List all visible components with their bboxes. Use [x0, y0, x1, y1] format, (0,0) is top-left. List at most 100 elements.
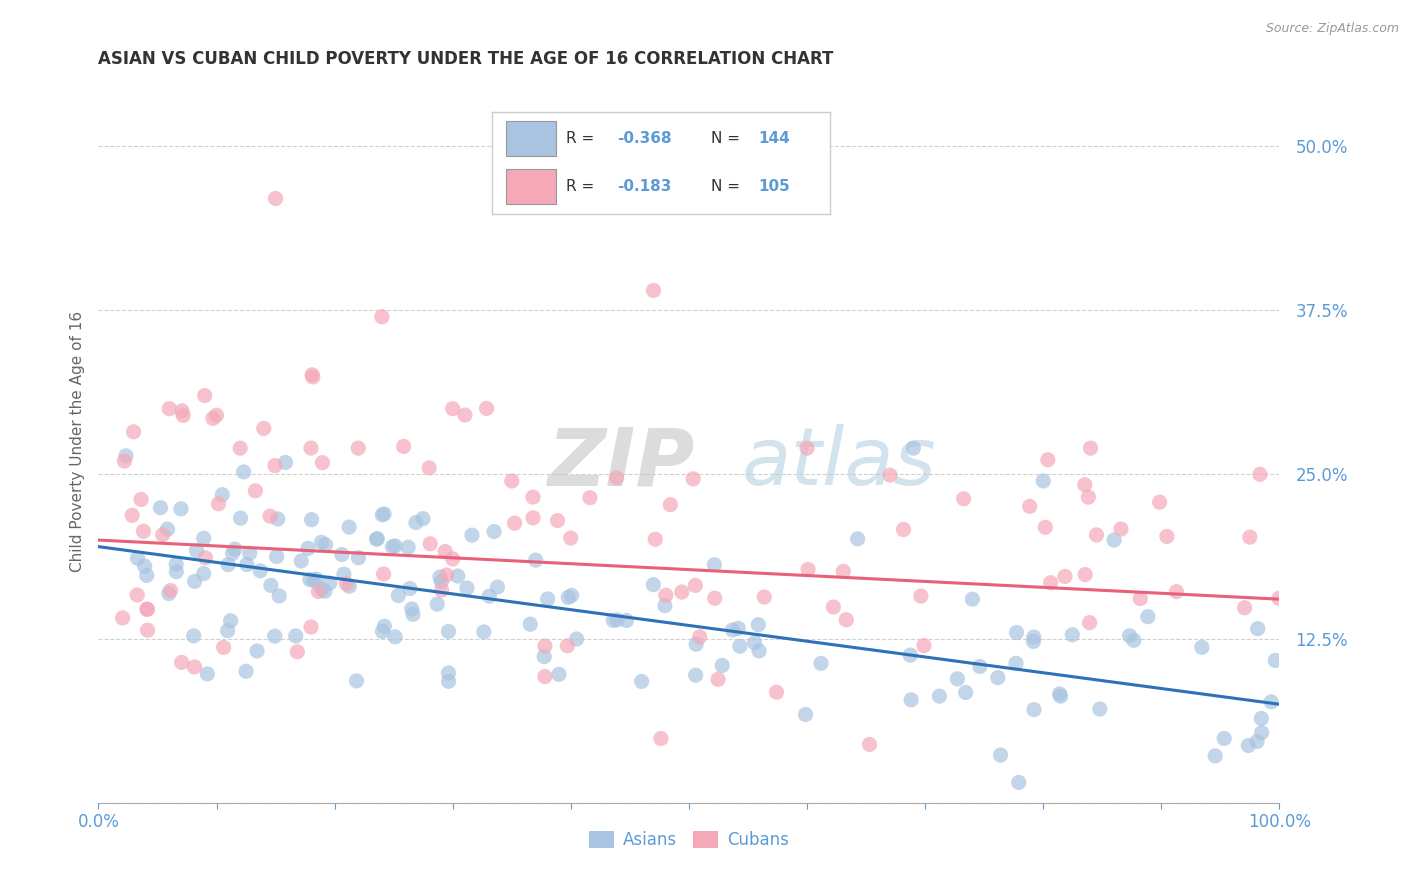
Point: [1062, 628, 1084, 642]
Point: [441, 552, 464, 566]
Point: [990, 747, 1012, 762]
Point: [127, 588, 149, 602]
Point: [1239, 530, 1261, 544]
Point: [1118, 629, 1140, 643]
Point: [754, 590, 776, 604]
Point: [900, 693, 922, 707]
Point: [1033, 520, 1056, 534]
Point: [330, 548, 353, 562]
Point: [159, 583, 181, 598]
Point: [501, 474, 523, 488]
Point: [371, 624, 394, 639]
Point: [810, 657, 832, 671]
Point: [879, 468, 901, 483]
Point: [456, 581, 478, 595]
Point: [245, 483, 267, 498]
Point: [392, 439, 415, 453]
Point: [643, 284, 665, 298]
Point: [685, 668, 707, 682]
Point: [274, 455, 297, 469]
Point: [682, 472, 704, 486]
Point: [557, 591, 579, 605]
Point: [703, 591, 725, 606]
Point: [156, 522, 179, 536]
Point: [478, 589, 501, 603]
Text: N =: N =: [711, 130, 745, 145]
Point: [534, 639, 557, 653]
Point: [307, 584, 329, 599]
Point: [1149, 495, 1171, 509]
Point: [236, 558, 259, 572]
Point: [111, 611, 134, 625]
Point: [898, 648, 921, 662]
Point: [384, 630, 406, 644]
Point: [152, 528, 174, 542]
Point: [311, 456, 333, 470]
Point: [346, 673, 368, 688]
Text: N =: N =: [711, 179, 745, 194]
Point: [548, 667, 571, 681]
Point: [401, 602, 423, 616]
Point: [366, 532, 388, 546]
Point: [952, 491, 974, 506]
Text: 105: 105: [759, 179, 790, 194]
Point: [557, 639, 579, 653]
Point: [534, 669, 557, 683]
Point: [405, 516, 427, 530]
Point: [721, 623, 744, 637]
Bar: [506, 120, 557, 155]
Point: [533, 649, 555, 664]
Point: [284, 629, 307, 643]
Point: [1250, 711, 1272, 725]
Point: [437, 665, 460, 680]
Point: [299, 620, 322, 634]
Text: -0.183: -0.183: [617, 179, 671, 194]
Text: atlas: atlas: [742, 425, 936, 502]
Point: [260, 578, 283, 592]
Point: [1102, 533, 1125, 547]
Point: [835, 613, 858, 627]
Point: [1166, 584, 1188, 599]
Point: [1247, 622, 1270, 636]
Point: [121, 508, 143, 523]
Point: [219, 614, 242, 628]
Point: [602, 613, 624, 627]
Point: [157, 401, 180, 416]
Point: [797, 562, 820, 576]
Point: [748, 644, 770, 658]
Point: [264, 458, 287, 473]
Point: [419, 537, 441, 551]
Point: [266, 549, 288, 564]
Point: [671, 585, 693, 599]
Point: [418, 460, 440, 475]
Point: [195, 667, 218, 681]
Point: [232, 465, 254, 479]
Point: [135, 568, 157, 582]
Point: [426, 597, 449, 611]
Point: [136, 623, 159, 637]
Point: [461, 528, 484, 542]
Point: [685, 637, 707, 651]
Point: [796, 441, 818, 455]
Point: [1018, 500, 1040, 514]
Point: [430, 574, 453, 589]
Point: [373, 619, 395, 633]
Point: [259, 509, 281, 524]
Point: [183, 629, 205, 643]
Point: [149, 500, 172, 515]
Point: [475, 401, 498, 416]
Point: [194, 388, 217, 402]
Point: [371, 508, 394, 522]
Point: [302, 574, 325, 588]
Point: [955, 685, 977, 699]
Point: [630, 674, 652, 689]
Point: [1049, 689, 1071, 703]
Point: [1249, 467, 1271, 482]
Point: [211, 488, 233, 502]
Point: [384, 539, 406, 553]
Point: [579, 491, 602, 505]
Point: [437, 624, 460, 639]
Point: [928, 689, 950, 703]
Point: [486, 580, 509, 594]
Point: [522, 510, 544, 524]
